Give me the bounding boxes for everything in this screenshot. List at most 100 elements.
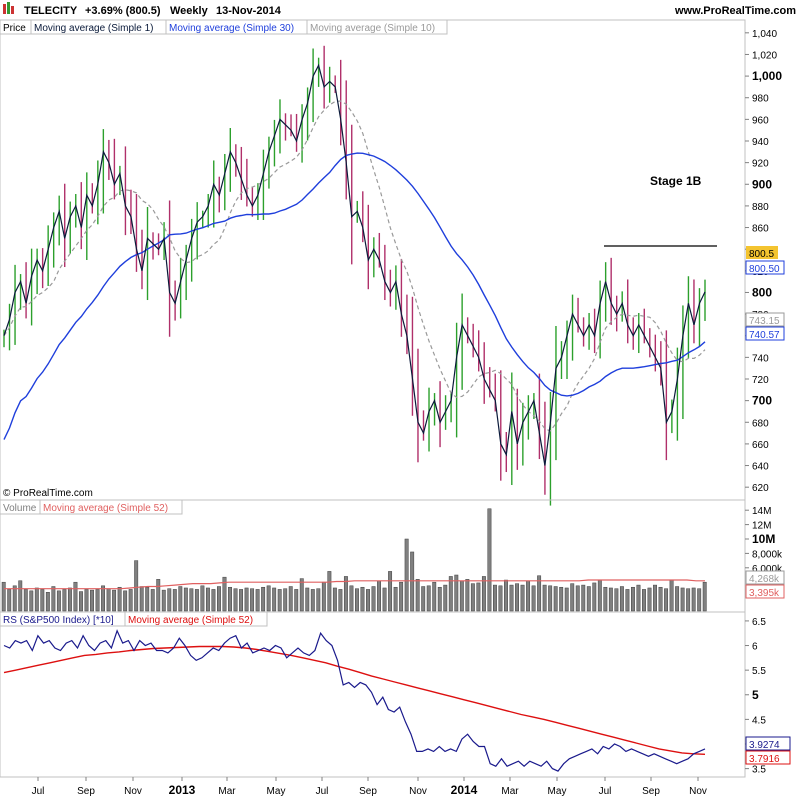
price-tick-label: 700 bbox=[752, 394, 772, 408]
rs-line bbox=[3, 629, 706, 772]
price-tick-label: 640 bbox=[752, 462, 769, 473]
price-tick-label: 1,040 bbox=[752, 29, 777, 40]
rs-tick-label: 6.5 bbox=[752, 617, 766, 628]
volume-bar bbox=[470, 583, 475, 612]
ma30b-tag: 740.57 bbox=[749, 330, 780, 341]
volume-bar bbox=[437, 586, 442, 612]
volume-bar bbox=[415, 579, 420, 612]
header-bar bbox=[0, 0, 800, 20]
volume-bar bbox=[459, 580, 464, 612]
volume-bar bbox=[217, 586, 221, 612]
legend-rs: RS (S&P500 Index) [*10] bbox=[3, 615, 114, 626]
volume-bar bbox=[145, 586, 150, 612]
volume-bar bbox=[316, 588, 321, 612]
volume-bar bbox=[62, 589, 67, 612]
rs-tick-label: 5 bbox=[752, 688, 759, 702]
volume-bar bbox=[625, 589, 630, 612]
price-tick-label: 960 bbox=[752, 115, 769, 126]
volume-bar bbox=[338, 589, 343, 612]
volume-bar bbox=[244, 587, 249, 612]
volume-bar bbox=[222, 576, 227, 612]
volume-bar bbox=[675, 586, 680, 612]
volume-bar bbox=[669, 579, 674, 612]
volume-bar bbox=[128, 589, 133, 612]
volume-bar bbox=[18, 580, 23, 612]
volume-bar bbox=[504, 579, 508, 612]
rs-legend: RS (S&P500 Index) [*10] Moving average (… bbox=[0, 611, 268, 627]
volume-bar bbox=[29, 590, 34, 612]
volume-bar bbox=[515, 583, 519, 612]
x-tick-label: Sep bbox=[359, 786, 377, 797]
volume-bar bbox=[509, 584, 514, 612]
volume-bar bbox=[481, 576, 486, 612]
volume-bar bbox=[586, 586, 591, 612]
volume-bar bbox=[608, 587, 613, 612]
volume-bar bbox=[531, 585, 536, 612]
price-tick-label: 800 bbox=[752, 285, 772, 299]
volume-tick-label: 8,000k bbox=[752, 549, 783, 560]
volume-tick-label: 12M bbox=[752, 521, 771, 532]
price-tick-label: 680 bbox=[752, 418, 769, 429]
website[interactable]: www.ProRealTime.com bbox=[674, 5, 796, 17]
stage-annotation: Stage 1B bbox=[650, 174, 702, 188]
volume-bar bbox=[592, 582, 597, 612]
rs-ma-tag: 3.7916 bbox=[749, 754, 780, 765]
volume-bar bbox=[228, 586, 232, 612]
x-axis: Jul Sep Nov 2013 Mar May Jul Sep Nov 2014 Mar May Ju… bbox=[32, 777, 707, 797]
volume-bar bbox=[261, 586, 266, 612]
x-tick-label: Sep bbox=[642, 786, 660, 797]
volume-bar bbox=[553, 586, 558, 612]
volume-bar bbox=[664, 588, 669, 612]
volume-bar bbox=[40, 589, 45, 612]
volume-bar bbox=[156, 579, 161, 612]
volume-bar bbox=[1, 581, 6, 612]
volume-bar bbox=[73, 581, 78, 612]
volume-bar bbox=[697, 588, 702, 612]
volume-bar bbox=[382, 587, 387, 612]
volume-bar bbox=[150, 589, 155, 612]
volume-bar bbox=[178, 586, 183, 612]
volume-bar bbox=[548, 585, 553, 612]
x-tick-label: Mar bbox=[218, 786, 236, 797]
volume-bar bbox=[680, 587, 685, 612]
legend-volume: Volume bbox=[3, 503, 37, 514]
price-tick-label: 900 bbox=[752, 177, 772, 191]
copyright: © ProRealTime.com bbox=[3, 488, 93, 499]
price-change: +3.69% (800.5) bbox=[85, 5, 161, 17]
legend-price: Price bbox=[3, 23, 26, 34]
legend-ma10: Moving average (Simple 10) bbox=[310, 23, 435, 34]
volume-bar bbox=[255, 589, 260, 612]
price-tick-label: 620 bbox=[752, 483, 769, 494]
volume-bar bbox=[658, 586, 663, 612]
ticker: TELECITY bbox=[24, 5, 78, 17]
volume-bar bbox=[161, 589, 166, 612]
volume-bar bbox=[443, 584, 448, 612]
legend-ma30: Moving average (Simple 30) bbox=[169, 23, 294, 34]
rs-tick-label: 5.5 bbox=[752, 666, 766, 677]
volume-bar bbox=[454, 574, 459, 612]
volume-tick-label: 10M bbox=[752, 532, 775, 546]
last-price-tag: 800.5 bbox=[749, 249, 774, 260]
volume-bar bbox=[366, 589, 370, 612]
volume-last-tag: 3,395k bbox=[749, 588, 780, 599]
volume-bar bbox=[343, 576, 348, 612]
volume-bar bbox=[272, 587, 277, 612]
volume-tick-label: 6,000k bbox=[752, 564, 783, 575]
volume-ma-tag: 4,268k bbox=[749, 574, 780, 585]
price-bars bbox=[3, 45, 706, 506]
volume-bar bbox=[12, 585, 17, 612]
volume-bar bbox=[79, 591, 83, 612]
price-tick-label: 920 bbox=[752, 159, 769, 170]
rs-tick-label: 3.5 bbox=[752, 765, 766, 776]
volume-bar bbox=[56, 590, 61, 612]
volume-tick-label: 14M bbox=[752, 506, 771, 517]
volume-bar bbox=[7, 589, 12, 612]
volume-bar bbox=[305, 587, 310, 612]
price-tick-label: 740 bbox=[752, 353, 769, 364]
volume-bar bbox=[23, 589, 28, 612]
volume-bar bbox=[283, 588, 288, 612]
volume-bar bbox=[183, 587, 188, 612]
volume-bar bbox=[465, 579, 470, 612]
volume-bar bbox=[653, 584, 657, 612]
date: 13-Nov-2014 bbox=[216, 5, 282, 17]
